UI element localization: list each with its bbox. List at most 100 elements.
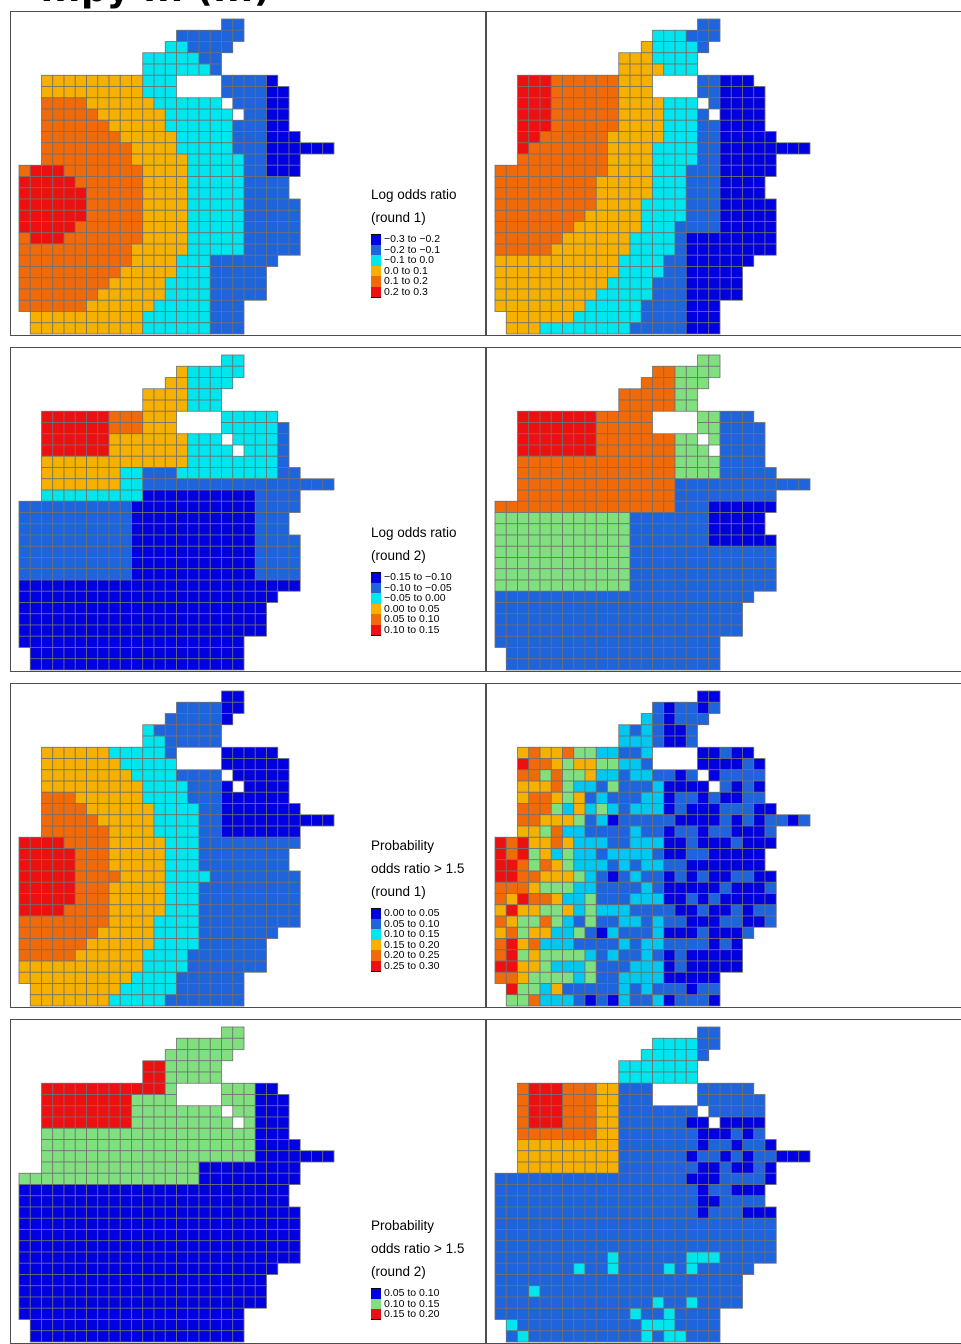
grid-cell [595,568,608,581]
grid-cell [697,690,710,703]
grid-cell [198,1330,211,1343]
grid-cell [618,1307,631,1320]
grid-cell [640,803,653,816]
grid-cell [663,1037,676,1050]
grid-cell [243,176,256,189]
grid-cell [198,97,211,110]
grid-cell [607,1262,620,1275]
grid-cell [86,142,99,155]
grid-cell [629,1150,642,1163]
grid-cell [74,433,87,446]
grid-cell [652,299,665,312]
grid-cell [573,1229,586,1242]
grid-cell [164,198,177,211]
grid-cell [277,780,290,793]
grid-cell [494,579,507,592]
grid-cell [505,1217,518,1230]
grid-cell [243,1251,256,1264]
grid-cell [573,1319,586,1332]
grid-cell [232,949,245,962]
grid-cell [209,1105,222,1118]
grid-cell [550,1285,563,1298]
grid-cell [730,1206,743,1219]
grid-cell [685,1127,698,1140]
grid-cell [52,523,65,536]
grid-cell [63,904,76,917]
grid-cell [674,836,687,849]
grid-cell [517,1319,530,1332]
grid-cell [708,825,721,838]
grid-cell [198,1127,211,1140]
grid-cell [618,647,631,660]
grid-cell [562,1251,575,1264]
legend-swatch [371,265,381,277]
grid-cell [573,86,586,99]
grid-cell [119,814,132,827]
grid-cell [254,512,267,525]
grid-cell [108,108,121,121]
grid-cell [685,1150,698,1163]
grid-cell [640,1296,653,1309]
grid-cell [697,701,710,714]
grid-cell [254,926,267,939]
grid-cell [584,444,597,457]
grid-cell [708,1217,721,1230]
grid-cell [505,926,518,939]
grid-cell [176,277,189,290]
grid-cell [97,971,110,984]
grid-cell [41,288,54,301]
grid-cell [584,209,597,222]
grid-cell [730,613,743,626]
grid-cell [539,108,552,121]
grid-cell [550,534,563,547]
grid-cell [254,164,267,177]
grid-cell [187,52,200,65]
grid-cell [629,983,642,996]
grid-cell [640,758,653,771]
grid-cell [595,881,608,894]
grid-cell [607,825,620,838]
grid-cell [232,153,245,166]
grid-cell [232,769,245,782]
grid-cell [697,1049,710,1062]
grid-cell [63,870,76,883]
grid-cell [708,1251,721,1264]
grid-cell [243,187,256,200]
grid-cell [164,1172,177,1185]
grid-cell [97,803,110,816]
grid-cell [108,848,121,861]
grid-cell [595,1105,608,1118]
grid-cell [730,108,743,121]
grid-cell [652,311,665,324]
grid-cell [108,893,121,906]
grid-cell [640,938,653,951]
grid-cell [243,86,256,99]
grid-cell [652,971,665,984]
grid-cell [209,277,222,290]
grid-cell [719,1082,732,1095]
grid-cell [562,1116,575,1129]
grid-cell [176,1049,189,1062]
grid-cell [517,825,530,838]
grid-cell [108,1127,121,1140]
grid-cell [652,624,665,637]
grid-cell [652,478,665,491]
grid-cell [685,1262,698,1275]
grid-cell [562,859,575,872]
grid-cell [528,960,541,973]
grid-cell [187,1296,200,1309]
grid-cell [119,870,132,883]
grid-cell [288,1206,301,1219]
grid-cell [153,97,166,110]
grid-cell [663,568,676,581]
grid-cell [131,1251,144,1264]
grid-cell [517,635,530,648]
grid-cell [573,1172,586,1185]
grid-cell [232,791,245,804]
grid-cell [640,1217,653,1230]
grid-cell [153,780,166,793]
grid-cell [730,915,743,928]
legend-label: 0.15 to 0.20 [384,1308,440,1321]
grid-cell [595,915,608,928]
grid-cell [153,523,166,536]
